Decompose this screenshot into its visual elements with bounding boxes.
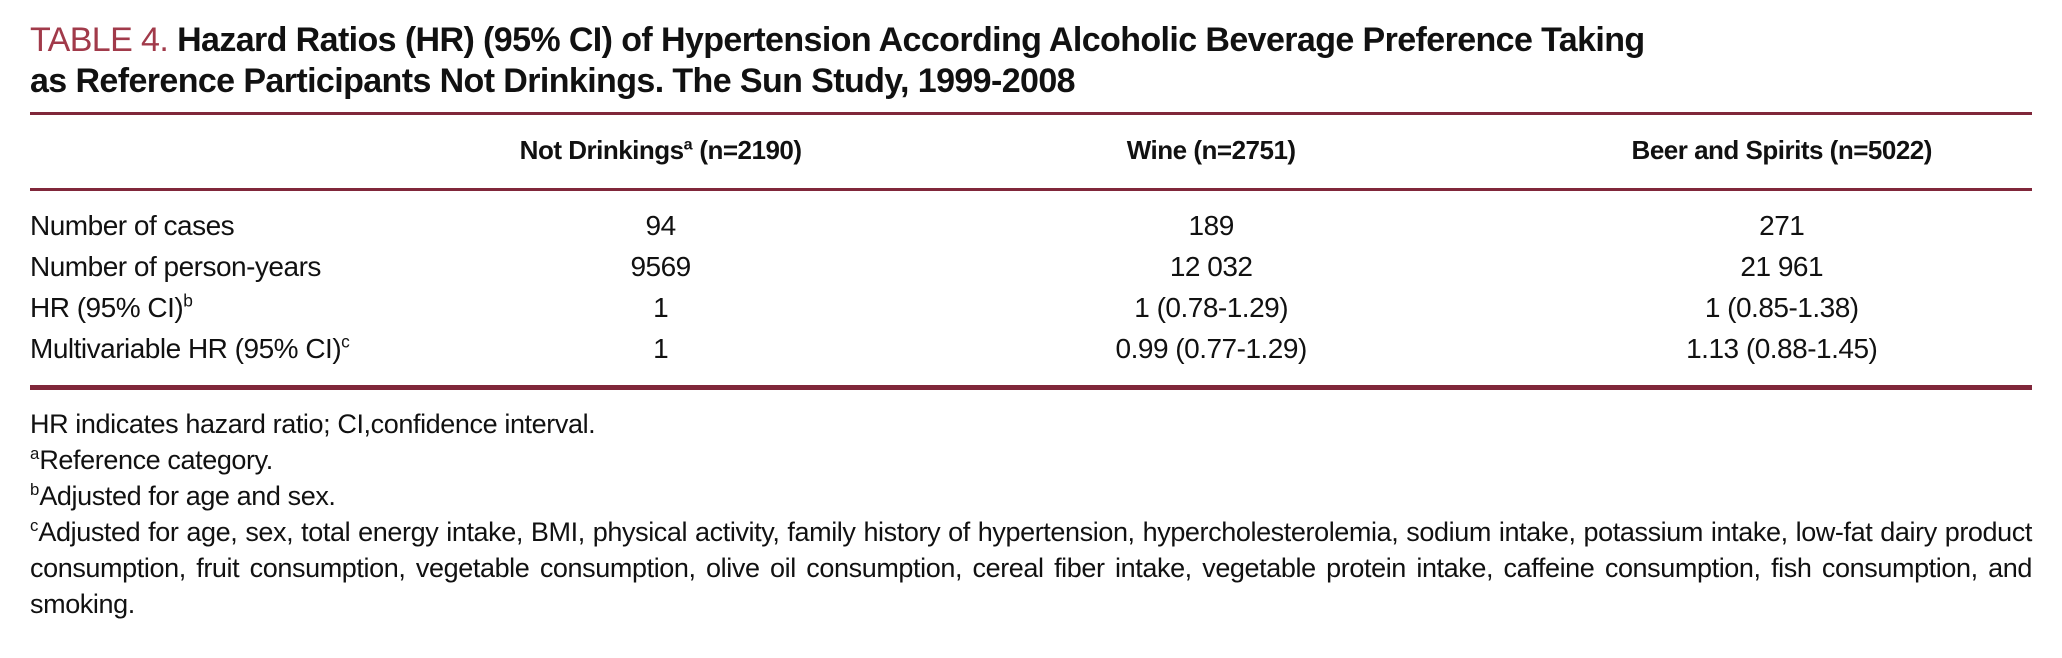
row-label: Number of cases <box>30 210 235 241</box>
value-cell: 21 961 <box>1740 251 1824 282</box>
row-footnote-marker: c <box>341 331 350 352</box>
footnote-c: cAdjusted for age, sex, total energy int… <box>30 514 2032 622</box>
footnote-abbreviations: HR indicates hazard ratio; CI,confidence… <box>30 406 2032 442</box>
table-title: TABLE 4. Hazard Ratios (HR) (95% CI) of … <box>30 20 2032 102</box>
footnote-marker: b <box>30 480 40 499</box>
header-empty-cell <box>30 113 431 191</box>
paper-table-figure: TABLE 4. Hazard Ratios (HR) (95% CI) of … <box>30 20 2032 622</box>
value-cell: 1 <box>653 292 669 323</box>
value-cell: 1 <box>653 333 669 364</box>
column-n: (n=2751) <box>1186 135 1296 165</box>
value-cell: 94 <box>645 210 677 241</box>
table-title-line2: as Reference Participants Not Drinkings.… <box>30 62 1076 100</box>
value-cell: 1.13 (0.88-1.45) <box>1686 333 1878 364</box>
table-footnotes: HR indicates hazard ratio; CI,confidence… <box>30 406 2032 622</box>
table-number: TABLE 4. <box>30 21 169 59</box>
footnote-text: Reference category. <box>39 445 273 475</box>
column-name: Not Drinkings <box>519 135 684 165</box>
table-row: HR (95% CI)b 1 1 (0.78-1.29) 1 (0.85-1.3… <box>30 287 2032 328</box>
header-beer-spirits: Beer and Spirits (n=5022) <box>1531 113 2032 191</box>
header-wine: Wine (n=2751) <box>890 113 1532 191</box>
row-label: Number of person-years <box>30 251 321 282</box>
footnote-text: HR indicates hazard ratio; CI,confidence… <box>30 409 596 439</box>
column-n: (n=5022) <box>1822 135 1933 165</box>
row-label: HR (95% CI) <box>30 292 184 323</box>
column-name: Wine <box>1126 135 1187 165</box>
table-header-row: Not Drinkingsa (n=2190) Wine (n=2751) Be… <box>30 113 2032 191</box>
value-cell: 12 032 <box>1169 251 1253 282</box>
table-row: Number of person-years 9569 12 032 21 96… <box>30 246 2032 287</box>
value-cell: 0.99 (0.77-1.29) <box>1115 333 1308 364</box>
value-cell: 1 (0.85-1.38) <box>1704 292 1859 323</box>
table-row: Number of cases 94 189 271 <box>30 190 2032 247</box>
row-footnote-marker: b <box>183 290 193 311</box>
value-cell: 189 <box>1188 210 1235 241</box>
value-cell: 1 (0.78-1.29) <box>1134 292 1289 323</box>
column-name: Beer and Spirits <box>1631 135 1824 165</box>
footnote-b: bAdjusted for age and sex. <box>30 478 2032 514</box>
column-n: (n=2190) <box>692 135 802 165</box>
value-cell: 271 <box>1759 210 1805 241</box>
row-label: Multivariable HR (95% CI) <box>30 333 342 364</box>
row-label-cell: Multivariable HR (95% CI)c <box>30 328 430 388</box>
table-row: Multivariable HR (95% CI)c 1 0.99 (0.77-… <box>30 328 2032 388</box>
table-title-line1: Hazard Ratios (HR) (95% CI) of Hypertens… <box>177 21 1645 59</box>
header-not-drinkings: Not Drinkingsa (n=2190) <box>430 113 891 191</box>
footnote-marker: a <box>30 444 40 463</box>
footnote-a: aReference category. <box>30 442 2032 478</box>
hazard-ratio-table: Not Drinkingsa (n=2190) Wine (n=2751) Be… <box>30 112 2032 390</box>
row-label-cell: Number of person-years <box>30 246 430 287</box>
value-cell: 9569 <box>630 251 691 282</box>
footnote-marker: c <box>30 516 39 535</box>
row-label-cell: HR (95% CI)b <box>30 287 430 328</box>
row-label-cell: Number of cases <box>30 190 430 247</box>
column-footnote-marker: a <box>683 135 693 154</box>
footnote-text: Adjusted for age, sex, total energy inta… <box>30 517 2032 619</box>
footnote-text: Adjusted for age and sex. <box>39 481 336 511</box>
